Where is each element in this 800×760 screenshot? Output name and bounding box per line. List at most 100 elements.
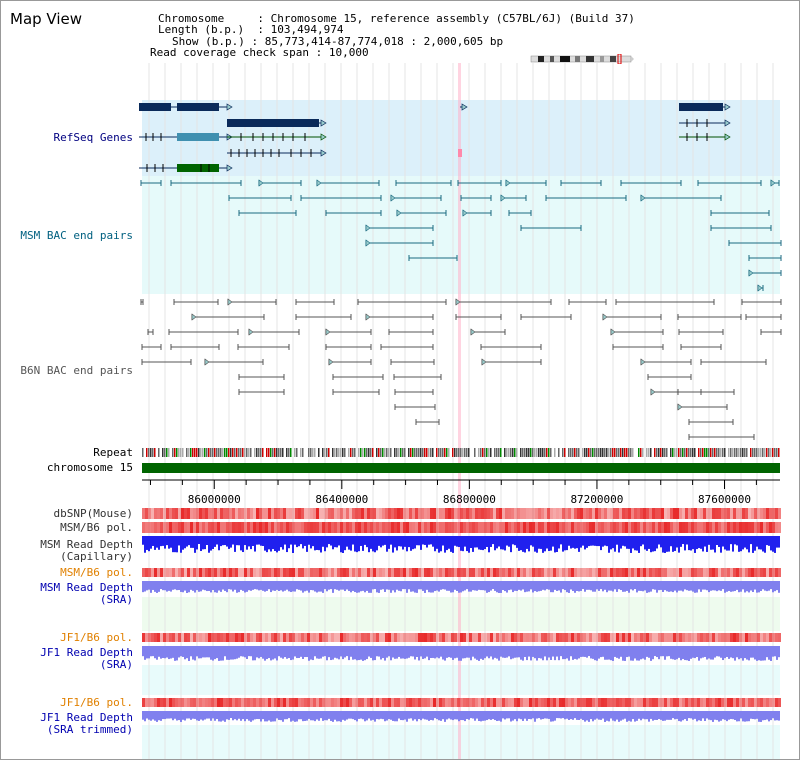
jf1-depth-trimmed-bar — [586, 711, 588, 721]
refseq-gene-exon — [177, 103, 219, 111]
jf1-depth-trimmed-bar — [604, 711, 606, 722]
msm-depth-sra-bar — [224, 581, 226, 591]
jf1-depth-sra-bar — [628, 646, 630, 657]
repeat-mark — [682, 448, 684, 457]
jf1-b6-pol-cell — [550, 633, 553, 642]
repeat-mark — [302, 448, 304, 457]
msm-depth-sra-bar — [768, 581, 770, 591]
msm-depth-capillary-bar — [404, 536, 406, 547]
jf1-b6-pol-cell — [256, 633, 259, 642]
dbsnp-cell — [355, 508, 358, 519]
b6n-bac-pair-arrow — [481, 358, 487, 366]
msm-depth-sra-bar — [366, 581, 368, 591]
jf1-b6-pol-cell — [397, 633, 400, 642]
msm-b6-pol-cell — [553, 568, 556, 577]
jf1-depth-trimmed-bar — [248, 711, 250, 721]
msm-depth-sra-bar — [726, 581, 728, 592]
jf1-depth-trimmed-bar — [596, 711, 598, 719]
jf1-depth-trimmed-bar — [296, 711, 298, 722]
jf1-depth-trimmed-bar — [298, 711, 300, 720]
msm-b6-pol-cell — [574, 522, 577, 533]
msm-depth-capillary-bar — [186, 536, 188, 547]
msm-depth-sra-bar — [756, 581, 758, 593]
jf1-b6-pol-cell — [574, 698, 577, 707]
repeat-mark — [358, 448, 360, 457]
jf1-depth-sra-bar — [400, 646, 402, 659]
msm-b6-pol-cell — [181, 568, 184, 577]
msm-depth-sra-bar — [516, 581, 518, 591]
msm-depth-capillary-bar — [344, 536, 346, 551]
jf1-depth-trimmed-bar — [644, 711, 646, 720]
msm-b6-pol-cell — [634, 522, 637, 533]
jf1-depth-sra-bar — [224, 646, 226, 657]
jf1-b6-pol-cell — [643, 698, 646, 707]
msm-depth-capillary-bar — [508, 536, 510, 547]
msm-depth-capillary-bar — [286, 536, 288, 553]
chromosome-ideogram[interactable] — [530, 54, 634, 64]
msm-depth-sra-bar — [566, 581, 568, 593]
msm-depth-sra-bar — [194, 581, 196, 593]
jf1-b6-pol-cell — [616, 698, 619, 707]
jf1-b6-pol-cell — [664, 633, 667, 642]
b6n-bac-pair-arrow — [328, 358, 334, 366]
dbsnp-cell — [607, 508, 610, 519]
jf1-b6-pol-cell — [346, 633, 349, 642]
msm-b6-pol-cell — [709, 568, 712, 577]
msm-depth-capillary-bar — [194, 536, 196, 553]
jf1-b6-pol-cell — [514, 698, 517, 707]
msm-b6-pol-cell — [763, 522, 766, 533]
dbsnp-cell — [409, 508, 412, 519]
jf1-b6-pol-cell — [385, 698, 388, 707]
jf1-b6-pol-cell — [733, 633, 736, 642]
jf1-depth-sra-bar — [200, 646, 202, 659]
msm-b6-pol-cell — [673, 522, 676, 533]
jf1-depth-sra-bar — [238, 646, 240, 658]
msm-depth-sra-bar — [268, 581, 270, 590]
jf1-b6-pol-cell — [220, 633, 223, 642]
msm-depth-sra-bar — [442, 581, 444, 590]
jf1-b6-pol-cell — [604, 698, 607, 707]
jf1-depth-sra-bar — [324, 646, 326, 657]
msm-b6-pol-cell — [340, 522, 343, 533]
jf1-depth-sra-bar — [668, 646, 670, 657]
jf1-depth-trimmed-bar — [386, 711, 388, 721]
msm-b6-pol-cell — [733, 568, 736, 577]
jf1-depth-sra-bar — [234, 646, 236, 660]
msm-depth-sra-bar — [350, 581, 352, 593]
dbsnp-cell — [757, 508, 760, 519]
repeat-mark — [246, 448, 248, 457]
jf1-depth-sra-bar — [744, 646, 746, 659]
jf1-depth-trimmed-bar — [704, 711, 706, 721]
jf1-b6-pol-cell — [424, 633, 427, 642]
msm-depth-sra-bar — [606, 581, 608, 593]
jf1-b6-pol-cell — [175, 633, 178, 642]
repeat-mark — [706, 448, 708, 457]
repeat-mark — [586, 448, 588, 457]
msm-depth-capillary-bar — [338, 536, 340, 546]
msm-depth-capillary-bar — [658, 536, 660, 545]
msm-b6-pol-cell — [508, 568, 511, 577]
msm-depth-sra-bar — [548, 581, 550, 590]
msm-depth-sra-bar — [670, 581, 672, 592]
repeat-mark — [490, 448, 492, 457]
jf1-depth-trimmed-bar — [540, 711, 542, 720]
jf1-depth-trimmed-bar — [256, 711, 258, 720]
repeat-mark — [214, 448, 216, 457]
msm-depth-sra-bar — [230, 581, 232, 590]
msm-depth-sra-bar — [612, 581, 614, 592]
jf1-depth-sra-bar — [226, 646, 228, 660]
jf1-depth-sra-bar — [318, 646, 320, 659]
msm-depth-capillary-bar — [358, 536, 360, 552]
repeat-mark — [602, 448, 604, 457]
msm-depth-capillary-bar — [350, 536, 352, 551]
jf1-b6-pol-cell — [298, 698, 301, 707]
dbsnp-cell — [589, 508, 592, 519]
jf1-depth-sra-bar — [248, 646, 250, 657]
msm-depth-sra-bar — [634, 581, 636, 590]
msm-b6-pol-cell — [328, 568, 331, 577]
msm-b6-pol-cell — [436, 522, 439, 533]
msm-depth-sra-bar — [482, 581, 484, 591]
repeat-mark — [436, 448, 438, 457]
repeat-mark — [530, 448, 532, 457]
